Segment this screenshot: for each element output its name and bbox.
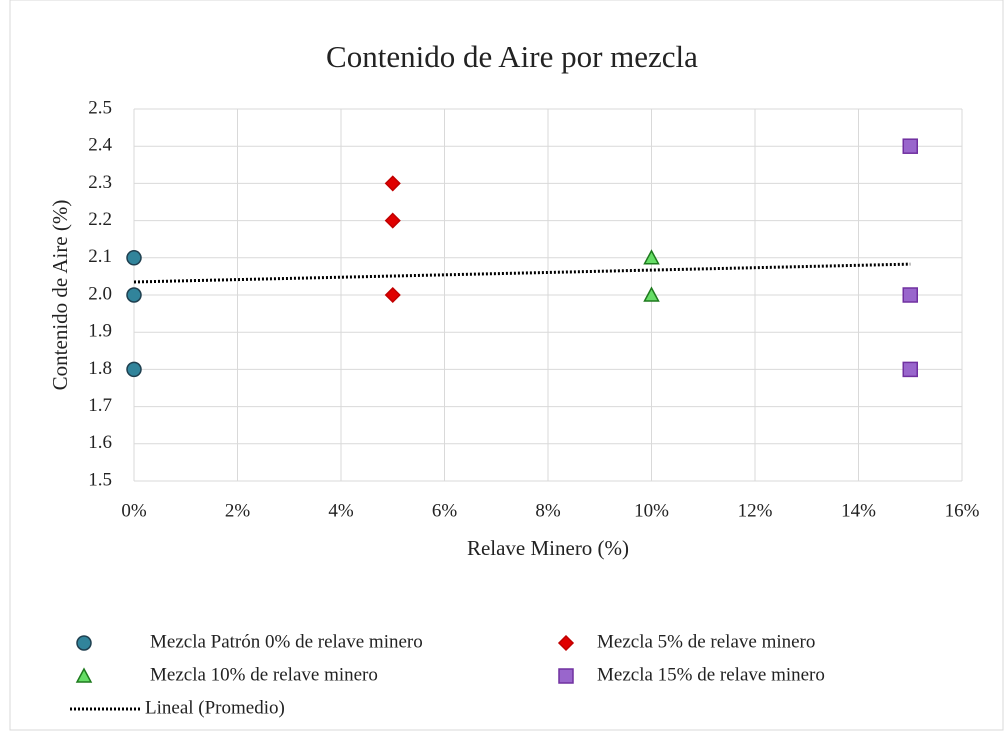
y-tick-label: 1.9 <box>88 321 112 342</box>
y-tick-label: 2.3 <box>88 172 112 193</box>
point <box>902 138 918 154</box>
legend-marker <box>75 667 93 683</box>
x-tick-label: 10% <box>634 500 669 521</box>
legend-label: Mezcla Patrón 0% de relave minero <box>150 631 423 652</box>
x-tick-label: 2% <box>225 500 251 521</box>
x-tick-label: 0% <box>121 500 147 521</box>
point <box>643 286 660 302</box>
y-tick-label: 2.1 <box>88 246 112 267</box>
x-tick-label: 16% <box>945 500 980 521</box>
point <box>902 361 918 378</box>
y-tick-label: 2.4 <box>88 135 112 156</box>
y-tick-label: 2.2 <box>88 209 112 230</box>
point <box>384 212 401 229</box>
x-tick-label: 8% <box>535 500 561 521</box>
trend-line <box>133 262 911 284</box>
legend-marker <box>557 634 575 652</box>
point <box>126 361 142 378</box>
point <box>126 287 142 303</box>
y-tick-label: 1.5 <box>88 469 112 490</box>
point <box>384 286 401 304</box>
y-tick-label: 1.6 <box>88 432 112 453</box>
y-tick-label: 1.8 <box>88 358 112 379</box>
x-tick-label: 4% <box>328 500 354 521</box>
y-tick-label: 2.5 <box>88 97 112 118</box>
legend-marker <box>76 635 92 651</box>
legend-label: Mezcla 5% de relave minero <box>597 631 815 652</box>
chart-border <box>9 0 1004 731</box>
legend-label: Mezcla 10% de relave minero <box>150 664 378 685</box>
legend-label: Lineal (Promedio) <box>145 697 285 718</box>
point <box>902 287 918 303</box>
y-tick-label: 2.0 <box>88 283 112 304</box>
y-tick-label: 1.7 <box>88 395 112 416</box>
x-tick-label: 14% <box>841 500 876 521</box>
x-tick-label: 12% <box>738 500 773 521</box>
point <box>643 249 660 265</box>
x-axis-label: Relave Minero (%) <box>467 536 629 560</box>
point <box>126 250 142 266</box>
legend-label: Mezcla 15% de relave minero <box>597 664 825 685</box>
legend-marker <box>558 668 574 684</box>
x-tick-label: 6% <box>432 500 458 521</box>
y-axis-label: Contenido de Aire (%) <box>48 200 72 391</box>
point <box>384 175 401 192</box>
chart-title: Contenido de Aire por mezcla <box>326 39 698 74</box>
